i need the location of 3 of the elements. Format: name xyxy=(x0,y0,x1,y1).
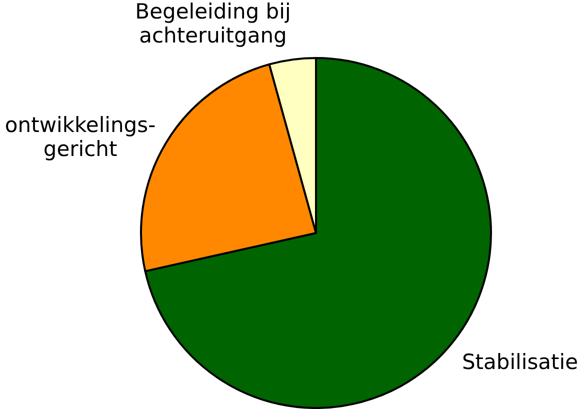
slice-label: ontwikkelings- gericht xyxy=(4,112,156,161)
slice-label: Stabilisatie xyxy=(462,350,578,374)
slice-label: Begeleiding bij achteruitgang xyxy=(135,0,291,48)
